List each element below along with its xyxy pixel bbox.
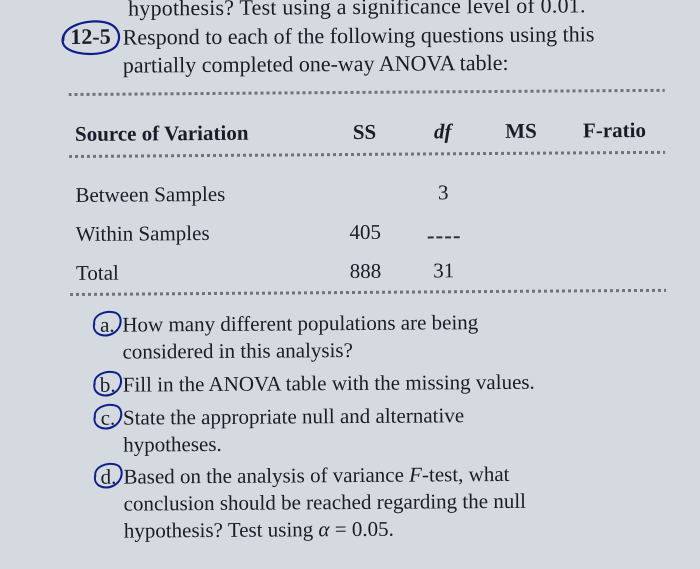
table-header-row: Source of Variation SS df MS F-ratio xyxy=(69,110,665,155)
subq-d-letter: d. xyxy=(93,464,124,545)
table-row: Within Samples 405 xyxy=(70,211,666,254)
intro-row: 12-5 Respond to each of the following qu… xyxy=(68,20,664,79)
cell-between-df: 3 xyxy=(408,173,479,212)
letter-text: c. xyxy=(101,405,116,429)
cell-between-ss xyxy=(322,174,408,214)
cell-between-label: Between Samples xyxy=(69,174,322,215)
cell-between-ms xyxy=(478,173,564,213)
cell-total-f xyxy=(565,250,666,290)
col-f: F-ratio xyxy=(564,110,665,152)
letter-text: a. xyxy=(100,313,115,337)
letter-text: b. xyxy=(100,372,116,396)
subq-d: d. Based on the analysis of variance F-t… xyxy=(93,460,668,545)
cell-total-ss: 888 xyxy=(322,252,408,292)
subq-a: a. How many different populations are be… xyxy=(92,308,666,366)
question-number-text: 12-5 xyxy=(70,24,111,49)
cell-within-f xyxy=(565,211,666,251)
table-row: Total 888 31 xyxy=(70,250,666,293)
subq-a-line2: considered in this analysis? xyxy=(122,338,353,364)
cell-within-ms xyxy=(479,212,565,252)
subq-c-line2: hypotheses. xyxy=(123,431,222,456)
col-source: Source of Variation xyxy=(69,112,322,155)
intro-line2: partially completed one-way ANOVA table: xyxy=(123,49,509,77)
col-df: df xyxy=(407,111,478,152)
cell-within-df xyxy=(408,212,479,251)
intro-text: Respond to each of the following questio… xyxy=(123,20,595,78)
col-ss: SS xyxy=(321,112,407,154)
subq-a-line1: How many different populations are being xyxy=(122,310,478,336)
anova-table: Source of Variation SS df MS F-ratio Bet… xyxy=(69,89,666,296)
cell-within-ss: 405 xyxy=(322,213,408,253)
subq-d-seg2: -test, what xyxy=(422,462,510,487)
cell-total-label: Total xyxy=(70,252,323,293)
subq-d-ital: F xyxy=(409,463,422,487)
subq-d-line3a: hypothesis? Test using xyxy=(124,517,319,542)
intro-line1: Respond to each of the following questio… xyxy=(123,21,595,49)
cell-between-f xyxy=(564,172,665,212)
subq-b: b. Fill in the ANOVA table with the miss… xyxy=(93,368,667,399)
cell-within-label: Within Samples xyxy=(70,213,323,254)
subq-c: c. State the appropriate null and altern… xyxy=(93,400,667,458)
col-ms: MS xyxy=(478,111,564,153)
letter-text: d. xyxy=(100,465,116,489)
subq-c-line1: State the appropriate null and alternati… xyxy=(123,403,464,429)
table-row: Between Samples 3 xyxy=(69,172,665,215)
subq-a-letter: a. xyxy=(92,312,122,366)
cell-total-df: 31 xyxy=(408,251,479,290)
subq-d-seg1: Based on the analysis of variance xyxy=(123,463,409,489)
subq-d-line2: conclusion should be reached regarding t… xyxy=(123,489,526,516)
subq-c-letter: c. xyxy=(93,404,123,458)
sub-questions: a. How many different populations are be… xyxy=(70,308,668,545)
subq-d-line3b: = 0.05. xyxy=(329,517,394,541)
cell-total-ms xyxy=(479,251,565,291)
fragment-line: hypothesis? Test using a significance le… xyxy=(128,0,664,22)
subq-b-letter: b. xyxy=(93,371,123,398)
subq-b-text: Fill in the ANOVA table with the missing… xyxy=(123,368,667,399)
question-number: 12-5 xyxy=(68,24,113,50)
alpha-symbol: α xyxy=(318,517,329,541)
